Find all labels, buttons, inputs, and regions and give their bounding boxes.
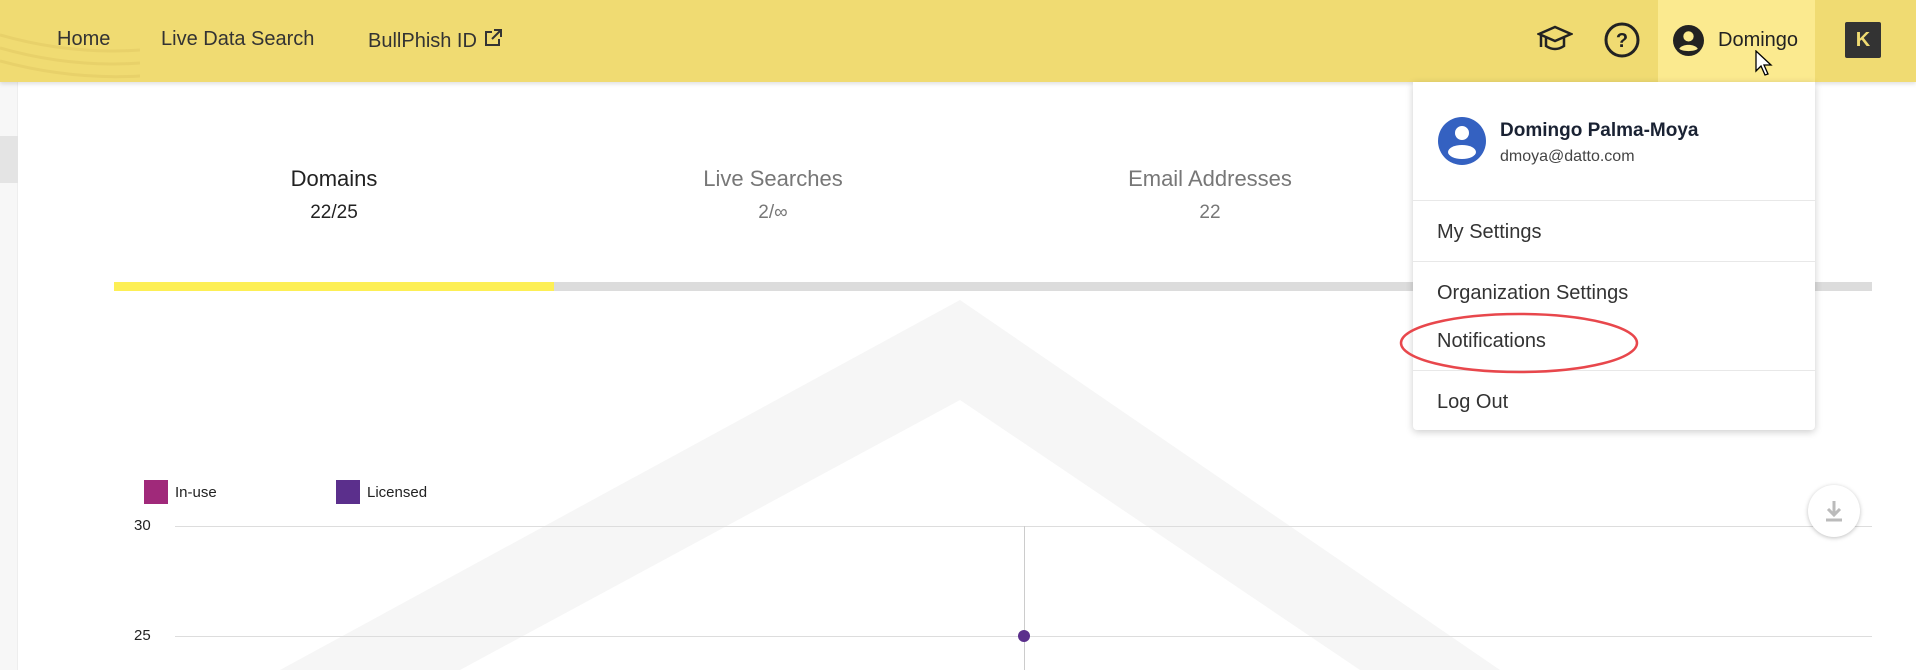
divider xyxy=(1413,370,1815,371)
menu-item-my-settings[interactable]: My Settings xyxy=(1437,221,1542,243)
highlight-ellipse xyxy=(1399,312,1639,374)
progress-fill xyxy=(114,282,554,291)
crosshair-line xyxy=(1024,526,1025,670)
legend-label-in-use[interactable]: In-use xyxy=(175,484,217,501)
sidebar xyxy=(0,82,18,670)
top-nav-bar: Home Live Data Search BullPhish ID ? Dom… xyxy=(0,0,1916,82)
sidebar-item[interactable] xyxy=(0,136,18,183)
data-point-licensed[interactable] xyxy=(1018,630,1030,642)
profile-name: Domingo Palma-Moya xyxy=(1500,120,1699,141)
nav-bullphish-label: BullPhish ID xyxy=(368,30,477,52)
tab-progress-bar xyxy=(114,282,1872,291)
nav-live-data-search[interactable]: Live Data Search xyxy=(161,28,315,50)
svg-text:?: ? xyxy=(1616,30,1628,52)
gridline xyxy=(175,526,1872,527)
stat-value: 2/∞ xyxy=(758,202,788,223)
external-link-icon xyxy=(484,29,502,46)
profile-avatar-icon xyxy=(1438,117,1486,165)
y-tick-30: 30 xyxy=(134,517,151,534)
mouse-cursor xyxy=(1755,50,1773,76)
menu-item-organization-settings[interactable]: Organization Settings xyxy=(1437,282,1629,304)
kaseya-logo[interactable]: K xyxy=(1845,22,1881,58)
menu-item-log-out[interactable]: Log Out xyxy=(1437,391,1509,413)
stat-domains[interactable]: Domains 22/25 xyxy=(184,166,484,224)
y-tick-25: 25 xyxy=(134,627,151,644)
user-name-label: Domingo xyxy=(1718,29,1799,51)
stat-value: 22/25 xyxy=(310,202,358,223)
stat-value: 22 xyxy=(1199,202,1221,223)
background-watermark xyxy=(280,300,1500,670)
stat-live-searches[interactable]: Live Searches 2/∞ xyxy=(623,166,923,224)
legend-swatch-licensed[interactable] xyxy=(336,480,360,504)
user-dropdown-menu: Domingo Palma-Moya dmoya@datto.com My Se… xyxy=(1413,82,1815,430)
stat-title: Email Addresses xyxy=(1128,166,1292,191)
divider xyxy=(1413,261,1815,262)
stat-title: Live Searches xyxy=(703,166,843,191)
nav-home[interactable]: Home xyxy=(57,28,111,50)
header-decoration xyxy=(0,33,140,79)
stat-email-addresses[interactable]: Email Addresses 22 xyxy=(1060,166,1360,224)
nav-bullphish-id[interactable]: BullPhish ID xyxy=(368,28,503,53)
stat-title: Domains xyxy=(290,166,378,191)
profile-email: dmoya@datto.com xyxy=(1500,148,1635,165)
user-menu-button[interactable]: Domingo xyxy=(1658,0,1815,82)
download-icon xyxy=(1826,501,1842,522)
user-circle-icon xyxy=(1673,25,1704,56)
legend-swatch-in-use[interactable] xyxy=(144,480,168,504)
divider xyxy=(1413,200,1815,201)
help-icon[interactable]: ? xyxy=(1604,22,1640,58)
download-button[interactable] xyxy=(1808,485,1860,537)
graduation-cap-icon[interactable] xyxy=(1537,24,1573,54)
menu-item-notifications[interactable]: Notifications xyxy=(1437,330,1546,352)
legend-label-licensed[interactable]: Licensed xyxy=(367,484,428,501)
